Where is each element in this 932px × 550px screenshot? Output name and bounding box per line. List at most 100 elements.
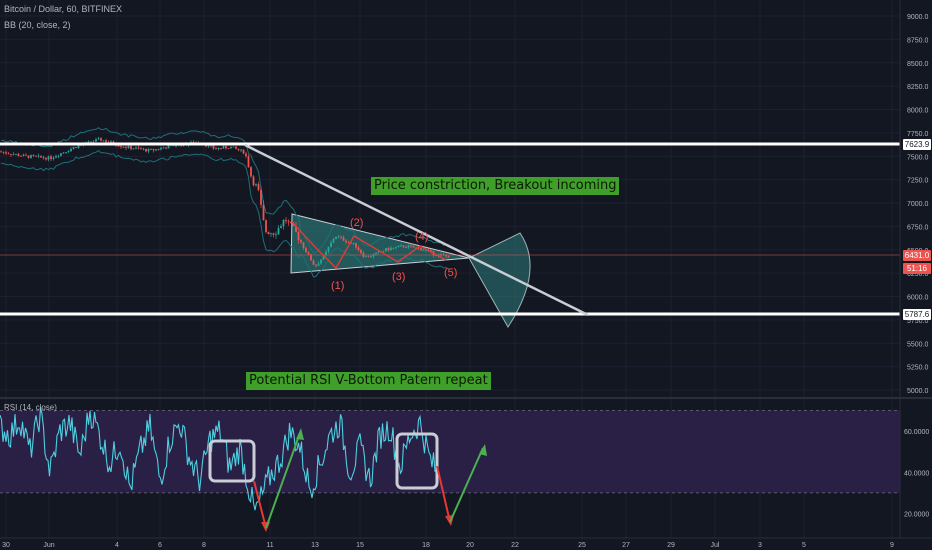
price-candle-body	[102, 140, 105, 142]
price-candle-body	[275, 234, 277, 236]
price-candle-body	[7, 153, 10, 155]
lower-level-tag: 5787.6	[903, 309, 931, 320]
price-candle-body	[167, 145, 170, 149]
price-candle-body	[27, 155, 30, 158]
price-candle-body	[422, 249, 425, 251]
price-candle-body	[317, 263, 320, 266]
price-candle-body	[122, 146, 125, 148]
time-tick-label: 22	[511, 542, 519, 549]
price-candle-body	[110, 141, 112, 143]
price-candle-body	[365, 256, 367, 258]
price-candle-body	[302, 242, 305, 249]
wave-label-2: (2)	[350, 217, 363, 229]
price-candle-body	[62, 152, 65, 154]
price-candle-body	[340, 236, 342, 238]
upper-level-tag: 7623.9	[903, 139, 931, 150]
price-candle-body	[217, 148, 220, 150]
bb-legend[interactable]: BB (20, close, 2)	[4, 20, 71, 30]
price-tick-label: 6750.0	[907, 224, 929, 231]
price-candle-body	[260, 189, 262, 205]
price-candle-body	[92, 141, 95, 143]
price-tick-label: 7500.0	[907, 154, 929, 161]
rsi-legend[interactable]: RSI (14, close)	[4, 403, 57, 412]
price-candle-body	[367, 256, 370, 258]
price-candle-body	[97, 138, 100, 140]
price-candle-body	[310, 254, 312, 261]
rsi-axis-ticks: 60.0000 40.0000 20.0000	[904, 429, 929, 519]
price-candle-body	[262, 204, 265, 221]
price-candle-body	[355, 242, 357, 248]
price-candle-body	[42, 157, 45, 159]
price-candle-body	[287, 221, 290, 222]
price-tick-label: 5500.0	[907, 341, 929, 348]
time-axis-ticks: 30 Jun 4 6 8 11 13 15 18 20 22 25 27 29 Jul 3 5 9	[2, 542, 894, 549]
time-tick-label: 18	[422, 542, 430, 549]
price-candle-body	[47, 156, 50, 160]
price-candle-body	[307, 252, 310, 255]
price-candle-body	[212, 145, 215, 149]
wave-path	[291, 221, 447, 270]
price-candle-body	[335, 236, 337, 240]
price-candle-body	[25, 154, 27, 156]
price-candle-body	[277, 228, 280, 235]
time-tick-label: 6	[158, 542, 162, 549]
price-candle-body	[160, 147, 162, 150]
price-candle-body	[415, 247, 417, 249]
price-candle-body	[332, 239, 335, 243]
price-candle-body	[412, 245, 415, 248]
trend-line	[244, 143, 589, 317]
price-tick-label: 7750.0	[907, 131, 929, 138]
rsi-line	[0, 407, 436, 511]
price-candle-body	[250, 167, 252, 177]
bollinger-bands	[0, 127, 449, 278]
rsi-arrows	[253, 428, 487, 532]
price-candle-body	[70, 148, 72, 152]
price-candle-body	[142, 148, 145, 150]
symbol-legend[interactable]: Bitcoin / Dollar, 60, BITFINEX	[4, 4, 123, 14]
price-candle-body	[285, 219, 287, 222]
wave-label-1: (1)	[331, 280, 344, 292]
price-candle-body	[282, 219, 285, 227]
price-candle-body	[140, 148, 142, 150]
wave-label-5: (5)	[444, 267, 457, 279]
price-candle-body	[207, 144, 210, 147]
rsi-tick-label: 20.0000	[904, 512, 929, 519]
price-candle-body	[315, 264, 317, 266]
price-candle-body	[0, 151, 2, 153]
price-candle-body	[397, 245, 400, 248]
price-candle-body	[117, 145, 120, 147]
price-candle-body	[392, 247, 395, 249]
price-candle-body	[295, 226, 297, 232]
price-candle-body	[60, 153, 62, 156]
price-candle-body	[430, 250, 432, 251]
price-candle-body	[447, 256, 450, 258]
time-tick-label: 13	[311, 542, 319, 549]
bollinger-lower	[0, 150, 449, 278]
wave-label-3: (3)	[392, 271, 405, 283]
time-tick-label: 27	[622, 542, 630, 549]
price-candle-body	[95, 139, 97, 142]
price-candle-body	[215, 148, 217, 150]
price-tick-label: 6250.0	[907, 271, 929, 278]
price-candle-body	[395, 247, 397, 248]
price-candle-body	[32, 155, 35, 157]
price-candle-body	[50, 156, 52, 159]
price-candle-body	[132, 148, 135, 150]
price-tick-label: 8250.0	[907, 84, 929, 91]
price-candle-body	[15, 154, 17, 155]
price-candle-body	[165, 147, 167, 149]
time-tick-label: Jun	[43, 542, 54, 549]
price-candle-body	[175, 145, 177, 147]
price-candle-body	[242, 149, 245, 154]
price-candle-body	[257, 184, 260, 190]
price-candle-body	[312, 260, 315, 265]
rsi-band	[0, 410, 900, 493]
price-candle-body	[240, 149, 242, 151]
price-candle-body	[370, 256, 372, 258]
price-candle-body	[17, 154, 20, 156]
price-candle-body	[40, 155, 42, 158]
price-candle-body	[227, 148, 230, 150]
price-candle-body	[55, 156, 57, 158]
price-candle-body	[247, 156, 250, 168]
